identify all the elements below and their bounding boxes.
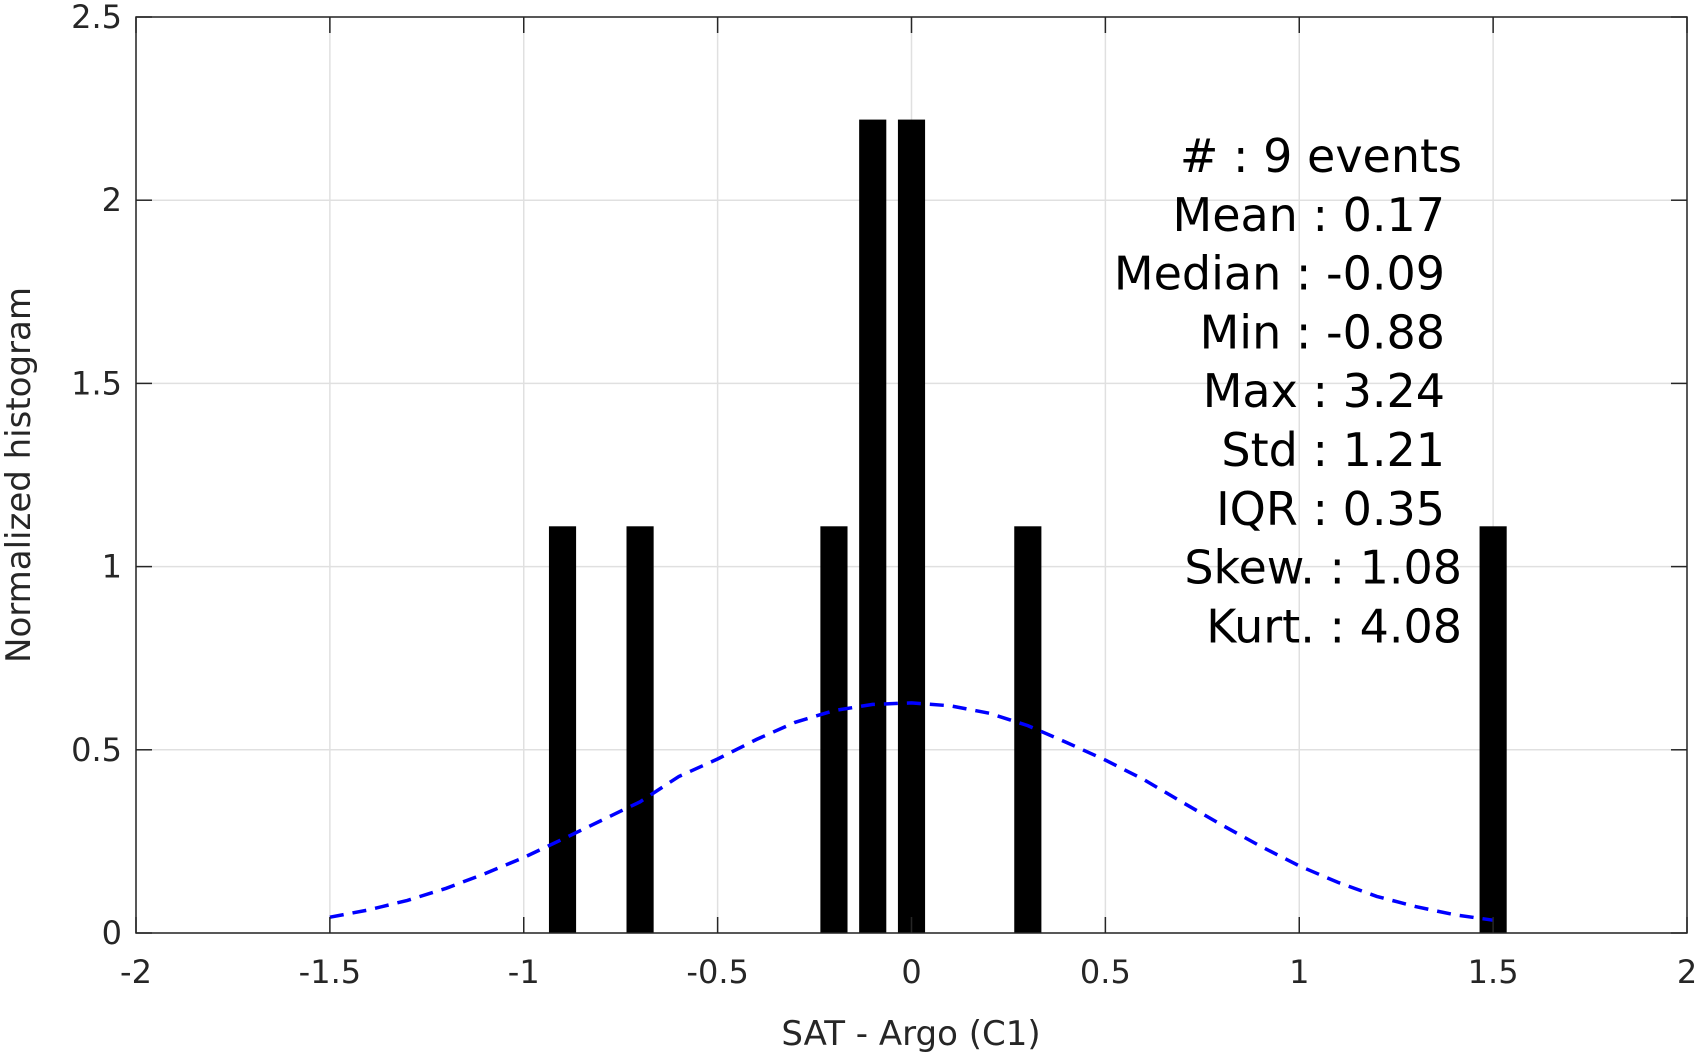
x-axis-ticks: -2 -1.5 -1 -0.5 0 0.5 1 1.5 2 <box>120 17 1697 991</box>
bar-0 <box>548 526 577 933</box>
x-tick-label-0: -2 <box>120 953 152 991</box>
x-tick-label-1: -1.5 <box>299 953 361 991</box>
normal-fit-curve <box>329 701 1494 922</box>
stats-line-6: IQR : 0.35 <box>1216 482 1445 536</box>
stats-line-1: Mean : 0.17 <box>1173 188 1446 242</box>
y-tick-label-5: 2.5 <box>71 0 122 36</box>
stats-line-4: Max : 3.24 <box>1203 364 1445 418</box>
stats-line-5: Std : 1.21 <box>1221 423 1445 477</box>
y-tick-label-1: 0.5 <box>71 731 122 769</box>
bar-5 <box>1014 526 1042 933</box>
stats-line-3: Min : -0.88 <box>1200 305 1445 359</box>
x-tick-label-8: 2 <box>1677 953 1697 991</box>
bar-1 <box>626 526 654 933</box>
bar-4 <box>897 119 926 934</box>
stats-line-0: # : 9 events <box>1180 129 1462 183</box>
histogram-bars <box>548 119 1507 934</box>
fit-curve-line <box>329 701 1494 922</box>
y-tick-label-3: 1.5 <box>71 364 122 402</box>
x-tick-label-5: 0.5 <box>1080 953 1131 991</box>
stats-line-2: Median : -0.09 <box>1114 247 1445 301</box>
stats-line-7: Skew. : 1.08 <box>1184 541 1462 595</box>
y-axis-ticks: 0 0.5 1 1.5 2 2.5 <box>71 0 1687 952</box>
x-tick-label-4: 0 <box>901 953 921 991</box>
x-tick-label-6: 1 <box>1289 953 1309 991</box>
x-tick-label-3: -0.5 <box>686 953 748 991</box>
y-tick-label-0: 0 <box>102 914 122 952</box>
bar-2 <box>820 526 848 933</box>
y-tick-label-4: 2 <box>102 181 122 219</box>
x-axis-label: SAT - Argo (C1) <box>781 1014 1040 1054</box>
y-axis-label: Normalized histogram <box>0 287 39 663</box>
bar-3 <box>859 119 887 934</box>
x-tick-label-2: -1 <box>508 953 540 991</box>
stats-line-8: Kurt. : 4.08 <box>1206 599 1462 653</box>
x-tick-label-7: 1.5 <box>1468 953 1519 991</box>
y-tick-label-2: 1 <box>102 548 122 586</box>
bar-6 <box>1479 526 1507 933</box>
